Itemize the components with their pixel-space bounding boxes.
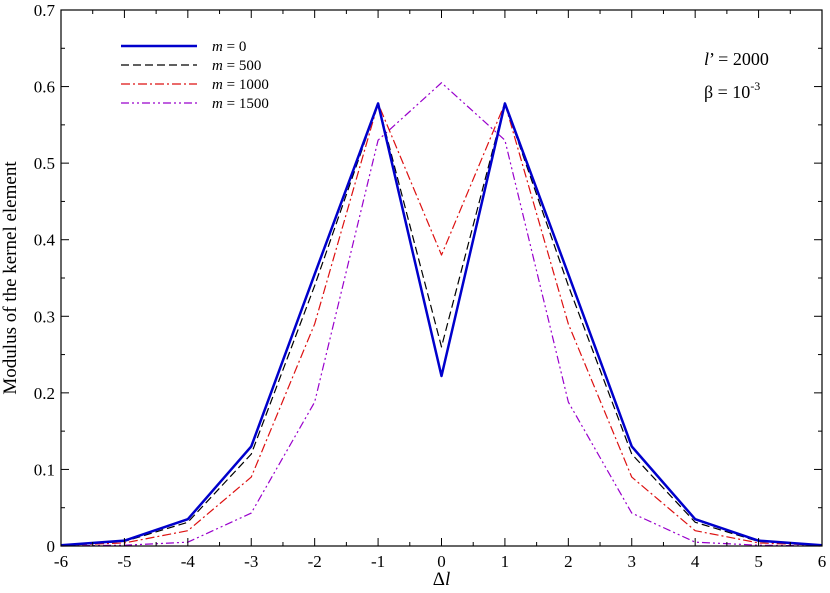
legend-value: 500 xyxy=(239,58,262,74)
annotation-beta-exponent: -3 xyxy=(750,79,760,93)
x-tick-label: 0 xyxy=(437,552,446,571)
legend-equals: = xyxy=(223,77,239,93)
x-tick-label: 3 xyxy=(628,552,637,571)
series-layer xyxy=(60,82,823,547)
y-tick-label: 0.6 xyxy=(34,78,55,97)
annotation-beta: β = 10-3 xyxy=(704,79,760,102)
x-tick-label: -1 xyxy=(371,552,385,571)
legend-variable: m xyxy=(212,39,223,55)
y-tick-label: 0 xyxy=(47,537,56,556)
annotation-beta-base: β = 10 xyxy=(704,82,750,102)
legend-value: 0 xyxy=(239,39,247,55)
series-line-m-0 xyxy=(60,102,823,547)
legend-value: 1500 xyxy=(239,96,269,112)
series-line-m-1500 xyxy=(60,82,823,547)
x-tick-label: -3 xyxy=(244,552,258,571)
y-tick-label: 0.3 xyxy=(34,307,55,326)
y-tick-label: 0.5 xyxy=(34,154,55,173)
y-axis-label: Modulus of the kernel element xyxy=(0,161,21,395)
series-line-m-1000 xyxy=(60,102,823,546)
legend-entry-m-1000: m = 1000 xyxy=(212,77,269,93)
annotation-l-symbol: l xyxy=(704,49,709,69)
series-line-m-500 xyxy=(60,102,823,546)
y-tick-label: 0.7 xyxy=(34,1,56,20)
y-tick-label: 0.4 xyxy=(34,231,56,250)
y-tick-label: 0.1 xyxy=(34,460,55,479)
legend-value: 1000 xyxy=(239,77,269,93)
ticks-layer: -6 -5 -4 -3 -2 -1 0 1 2 3 4 5 6 0 0.1 0.2 0.3 0.4 0.5 0.6 0.… xyxy=(34,1,827,571)
x-axis-label: Δl xyxy=(433,569,451,590)
x-tick-label: 4 xyxy=(691,552,700,571)
x-tick-label: -4 xyxy=(181,552,196,571)
legend-equals: = xyxy=(223,39,239,55)
annotation-l-prime: l’ = 2000 xyxy=(704,49,769,69)
annotation-l-value: ’ = 2000 xyxy=(709,49,769,69)
legend-entry-m-1500: m = 1500 xyxy=(212,96,269,112)
x-axis-label-symbol: l xyxy=(445,569,450,590)
legend-equals: = xyxy=(223,96,239,112)
legend-entry-m-500: m = 500 xyxy=(212,58,261,74)
x-tick-label: -6 xyxy=(54,552,68,571)
legend-variable: m xyxy=(212,96,223,112)
x-tick-label: -5 xyxy=(117,552,131,571)
legend-equals: = xyxy=(223,58,239,74)
x-tick-label: 5 xyxy=(754,552,763,571)
legend-entry-m-0: m = 0 xyxy=(212,39,246,55)
x-tick-label: 2 xyxy=(564,552,573,571)
legend-variable: m xyxy=(212,77,223,93)
legend-variable: m xyxy=(212,58,223,74)
x-tick-label: 1 xyxy=(501,552,510,571)
x-tick-label: -2 xyxy=(308,552,322,571)
x-tick-label: 6 xyxy=(818,552,827,571)
y-tick-label: 0.2 xyxy=(34,384,55,403)
x-axis-label-prefix: Δ xyxy=(433,569,445,590)
